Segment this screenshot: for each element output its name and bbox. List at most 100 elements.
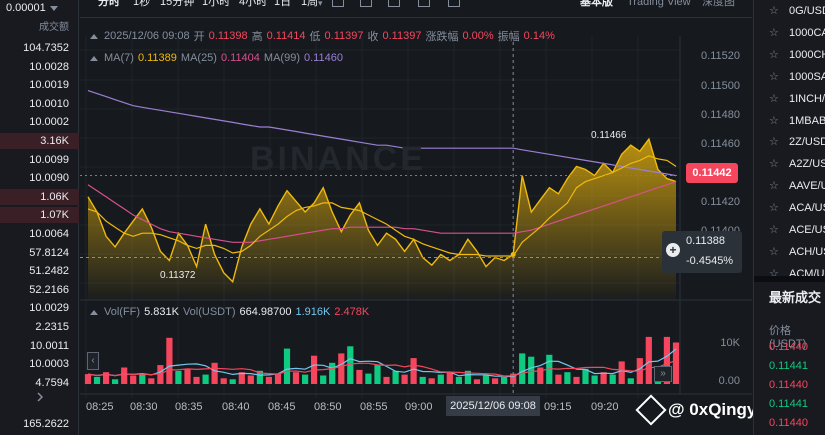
volume-bar [663, 336, 670, 384]
watchlist-row[interactable]: ☆ 1INCH/USDT [754, 88, 825, 110]
x-tick-label: 08:25 [86, 401, 114, 413]
watchlist-row[interactable]: ☆ 1000SATS/USDT [754, 66, 825, 88]
scroll-left-button[interactable]: ‹ [87, 352, 99, 370]
order-book-row[interactable]: 4.7594 [35, 376, 69, 389]
favorite-star-icon[interactable]: ☆ [769, 70, 779, 83]
interval-tab-1w[interactable]: 1周 [301, 0, 319, 8]
draw-line-icon[interactable] [388, 0, 400, 7]
order-book-last-value: 165.2622 [23, 418, 69, 430]
interval-tab-1h[interactable]: 1小时 [202, 0, 231, 8]
volume-bar [410, 358, 417, 384]
watchlist-row[interactable]: ☆ 0G/USDC [754, 0, 825, 22]
order-book-row[interactable]: 104.7352 [23, 42, 69, 54]
order-book-row[interactable]: 52.2166 [29, 283, 69, 296]
favorite-star-icon[interactable]: ☆ [769, 26, 779, 39]
watchlist-row[interactable]: ☆ ACA/USDT [754, 197, 825, 219]
add-alert-icon[interactable]: + [666, 243, 680, 257]
volume-bar [184, 368, 191, 384]
watchlist-row[interactable]: ☆ A2Z/USDT [754, 153, 825, 175]
volume-ma-short-line [87, 348, 677, 378]
favorite-star-icon[interactable]: ☆ [769, 245, 779, 258]
watchlist-row[interactable]: ☆ 1MBABYDOGE/USDT [754, 110, 825, 132]
price-chart-canvas[interactable] [80, 18, 752, 435]
watchlist-row[interactable]: ☆ ACE/USDT [754, 219, 825, 241]
scroll-down-control[interactable] [0, 382, 79, 412]
volume-bar [591, 375, 598, 384]
volume-bar [573, 376, 580, 384]
market-side-panel: ☆ 0G/USDC ☆ 1000CAT/USDT ☆ 1000CHEEMS/USDT ☆ 10… [753, 0, 825, 435]
volume-bar [519, 353, 526, 384]
column-header-amount: 成交额 [39, 22, 69, 33]
order-book-row[interactable]: 1.06K [0, 188, 79, 205]
order-book-row[interactable]: 1.07K [0, 207, 79, 224]
layout-icon[interactable] [448, 0, 460, 7]
watchlist-row[interactable]: ☆ 1000CHEEMS/USDT [754, 44, 825, 66]
favorite-star-icon[interactable]: ☆ [769, 48, 779, 61]
order-book-row[interactable]: 3.16K [0, 133, 79, 149]
crosshair [80, 42, 680, 396]
view-tab-depth[interactable]: 深度图 [702, 0, 735, 8]
favorite-star-icon[interactable]: ☆ [769, 92, 779, 105]
ma25-line [87, 181, 677, 243]
volume-bar [464, 370, 471, 384]
volume-bar [320, 375, 327, 384]
order-book-row[interactable]: 10.0028 [29, 60, 69, 73]
volume-bars [84, 336, 680, 384]
watchlist-symbol: AAVE/USDT [789, 180, 825, 193]
volume-bar [157, 365, 164, 384]
favorite-star-icon[interactable]: ☆ [769, 180, 779, 193]
collapse-volume-icon[interactable] [90, 310, 98, 315]
scroll-right-button[interactable]: » [654, 366, 672, 382]
order-book-row[interactable]: 2.2315 [35, 321, 69, 333]
order-book-row[interactable]: 10.0099 [29, 153, 69, 166]
price-area [87, 137, 677, 300]
order-book-row[interactable]: 10.0090 [29, 172, 69, 185]
volume-bar [609, 374, 616, 384]
interval-more-icon[interactable]: ▾ [318, 0, 323, 8]
volume-bar [645, 336, 652, 384]
favorite-star-icon[interactable]: ☆ [769, 5, 779, 17]
interval-tab-1s[interactable]: 1秒 [133, 0, 151, 8]
interval-tab-1d[interactable]: 1日 [274, 0, 292, 8]
order-book-row[interactable]: 10.0029 [29, 302, 69, 315]
high-value: 0.11414 [266, 30, 306, 42]
volume-bar [121, 367, 128, 384]
order-book-row[interactable]: 10.0019 [29, 79, 69, 92]
watchlist-row[interactable]: ☆ ACH/USDT [754, 241, 825, 263]
favorite-star-icon[interactable]: ☆ [769, 158, 779, 171]
order-book-row[interactable]: 10.0064 [29, 228, 69, 240]
interval-tab-timeline[interactable]: 分时 [98, 0, 120, 8]
volume-ma-long-line [87, 360, 677, 377]
y-tick-label: 0.11420 [701, 196, 740, 208]
order-book-row[interactable]: 10.0002 [29, 116, 69, 129]
interval-tab-4h[interactable]: 4小时 [239, 0, 268, 8]
indicator-icon[interactable] [332, 0, 344, 7]
view-tab-tradingview[interactable]: Trading View [627, 0, 691, 8]
favorite-star-icon[interactable]: ☆ [769, 136, 779, 149]
favorite-star-icon[interactable]: ☆ [769, 224, 779, 236]
recent-trades-title[interactable]: 最新成交 [769, 290, 822, 305]
watchlist-row[interactable]: ☆ 1000CAT/USDT [754, 22, 825, 44]
x-tick-label: 08:55 [360, 401, 388, 413]
order-book-row[interactable]: 57.8124 [29, 246, 69, 259]
view-tab-basic[interactable]: 基本版 [580, 0, 613, 8]
favorite-star-icon[interactable]: ☆ [769, 267, 779, 280]
fullscreen-icon[interactable] [360, 0, 372, 7]
collapse-legend-icon[interactable] [90, 33, 98, 39]
settings-icon[interactable] [418, 0, 430, 7]
ma25-label: MA(25) [180, 52, 217, 64]
collapse-ma-icon[interactable] [90, 56, 98, 61]
precision-selector[interactable]: 0.00001 [6, 2, 58, 14]
favorite-star-icon[interactable]: ☆ [769, 114, 779, 127]
order-book-row[interactable]: 10.0003 [29, 358, 69, 371]
order-book-row[interactable]: 10.0011 [30, 339, 69, 352]
volume-bar [211, 362, 218, 384]
favorite-star-icon[interactable]: ☆ [769, 202, 779, 215]
watchlist-row[interactable]: ☆ 2Z/USDT [754, 131, 825, 153]
interval-tab-15m[interactable]: 15分钟 [160, 0, 195, 8]
x-tick-label: 09:00 [405, 401, 433, 413]
order-book-row[interactable]: 10.0010 [29, 97, 69, 110]
volume-bar [338, 353, 345, 384]
watchlist-row[interactable]: ☆ AAVE/USDT [754, 175, 825, 197]
order-book-row[interactable]: 51.2482 [29, 265, 69, 278]
